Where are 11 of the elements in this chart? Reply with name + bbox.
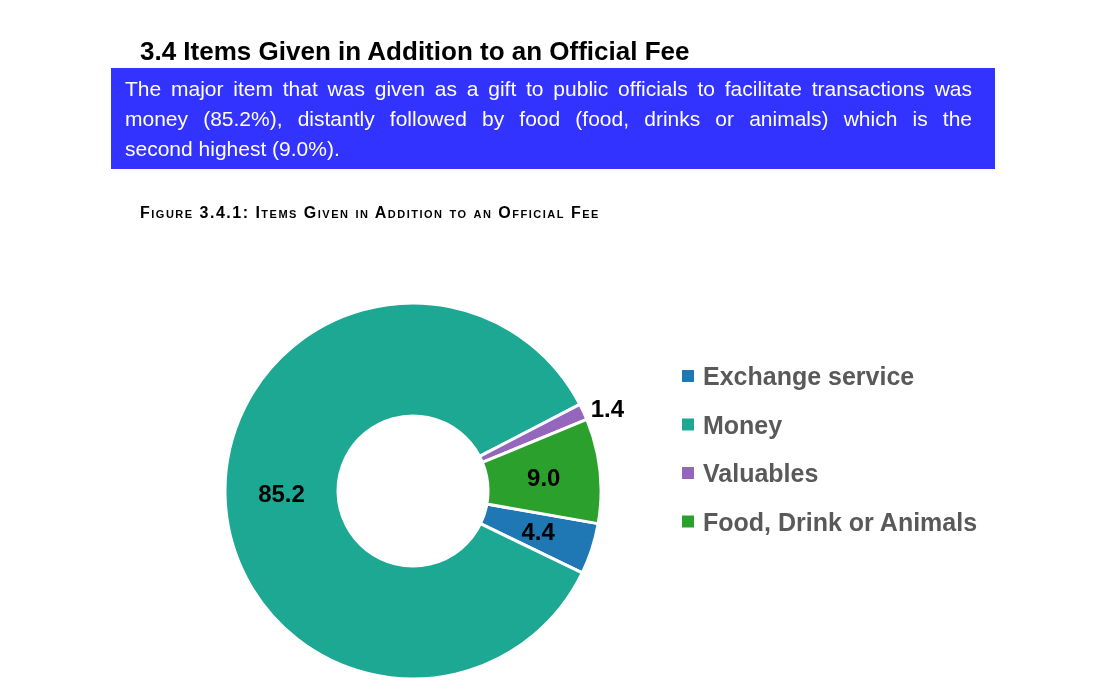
legend-label: Money xyxy=(703,410,783,439)
legend-label: Food, Drink or Animals xyxy=(703,507,978,536)
caption: Figure 3.4.1: Items Given in Addition to an Official Fee xyxy=(140,204,600,221)
data-label: 9.0 xyxy=(527,463,561,491)
data-label: 85.2 xyxy=(258,479,305,507)
chart-title: 3.4 Items Given in Addition to an Official Fee xyxy=(140,36,690,66)
data-label: 1.4 xyxy=(590,394,625,422)
text: The major item that was given as a gift to public officials to facilitate transactions was money (85.2%), distantly followed by food (food, drinks or animals) which is the second highest (9.0%). xyxy=(125,77,973,160)
legend-label: Valuables xyxy=(703,459,819,487)
legend-label: Exchange service xyxy=(703,362,915,390)
data-label: 4.4 xyxy=(521,517,556,545)
